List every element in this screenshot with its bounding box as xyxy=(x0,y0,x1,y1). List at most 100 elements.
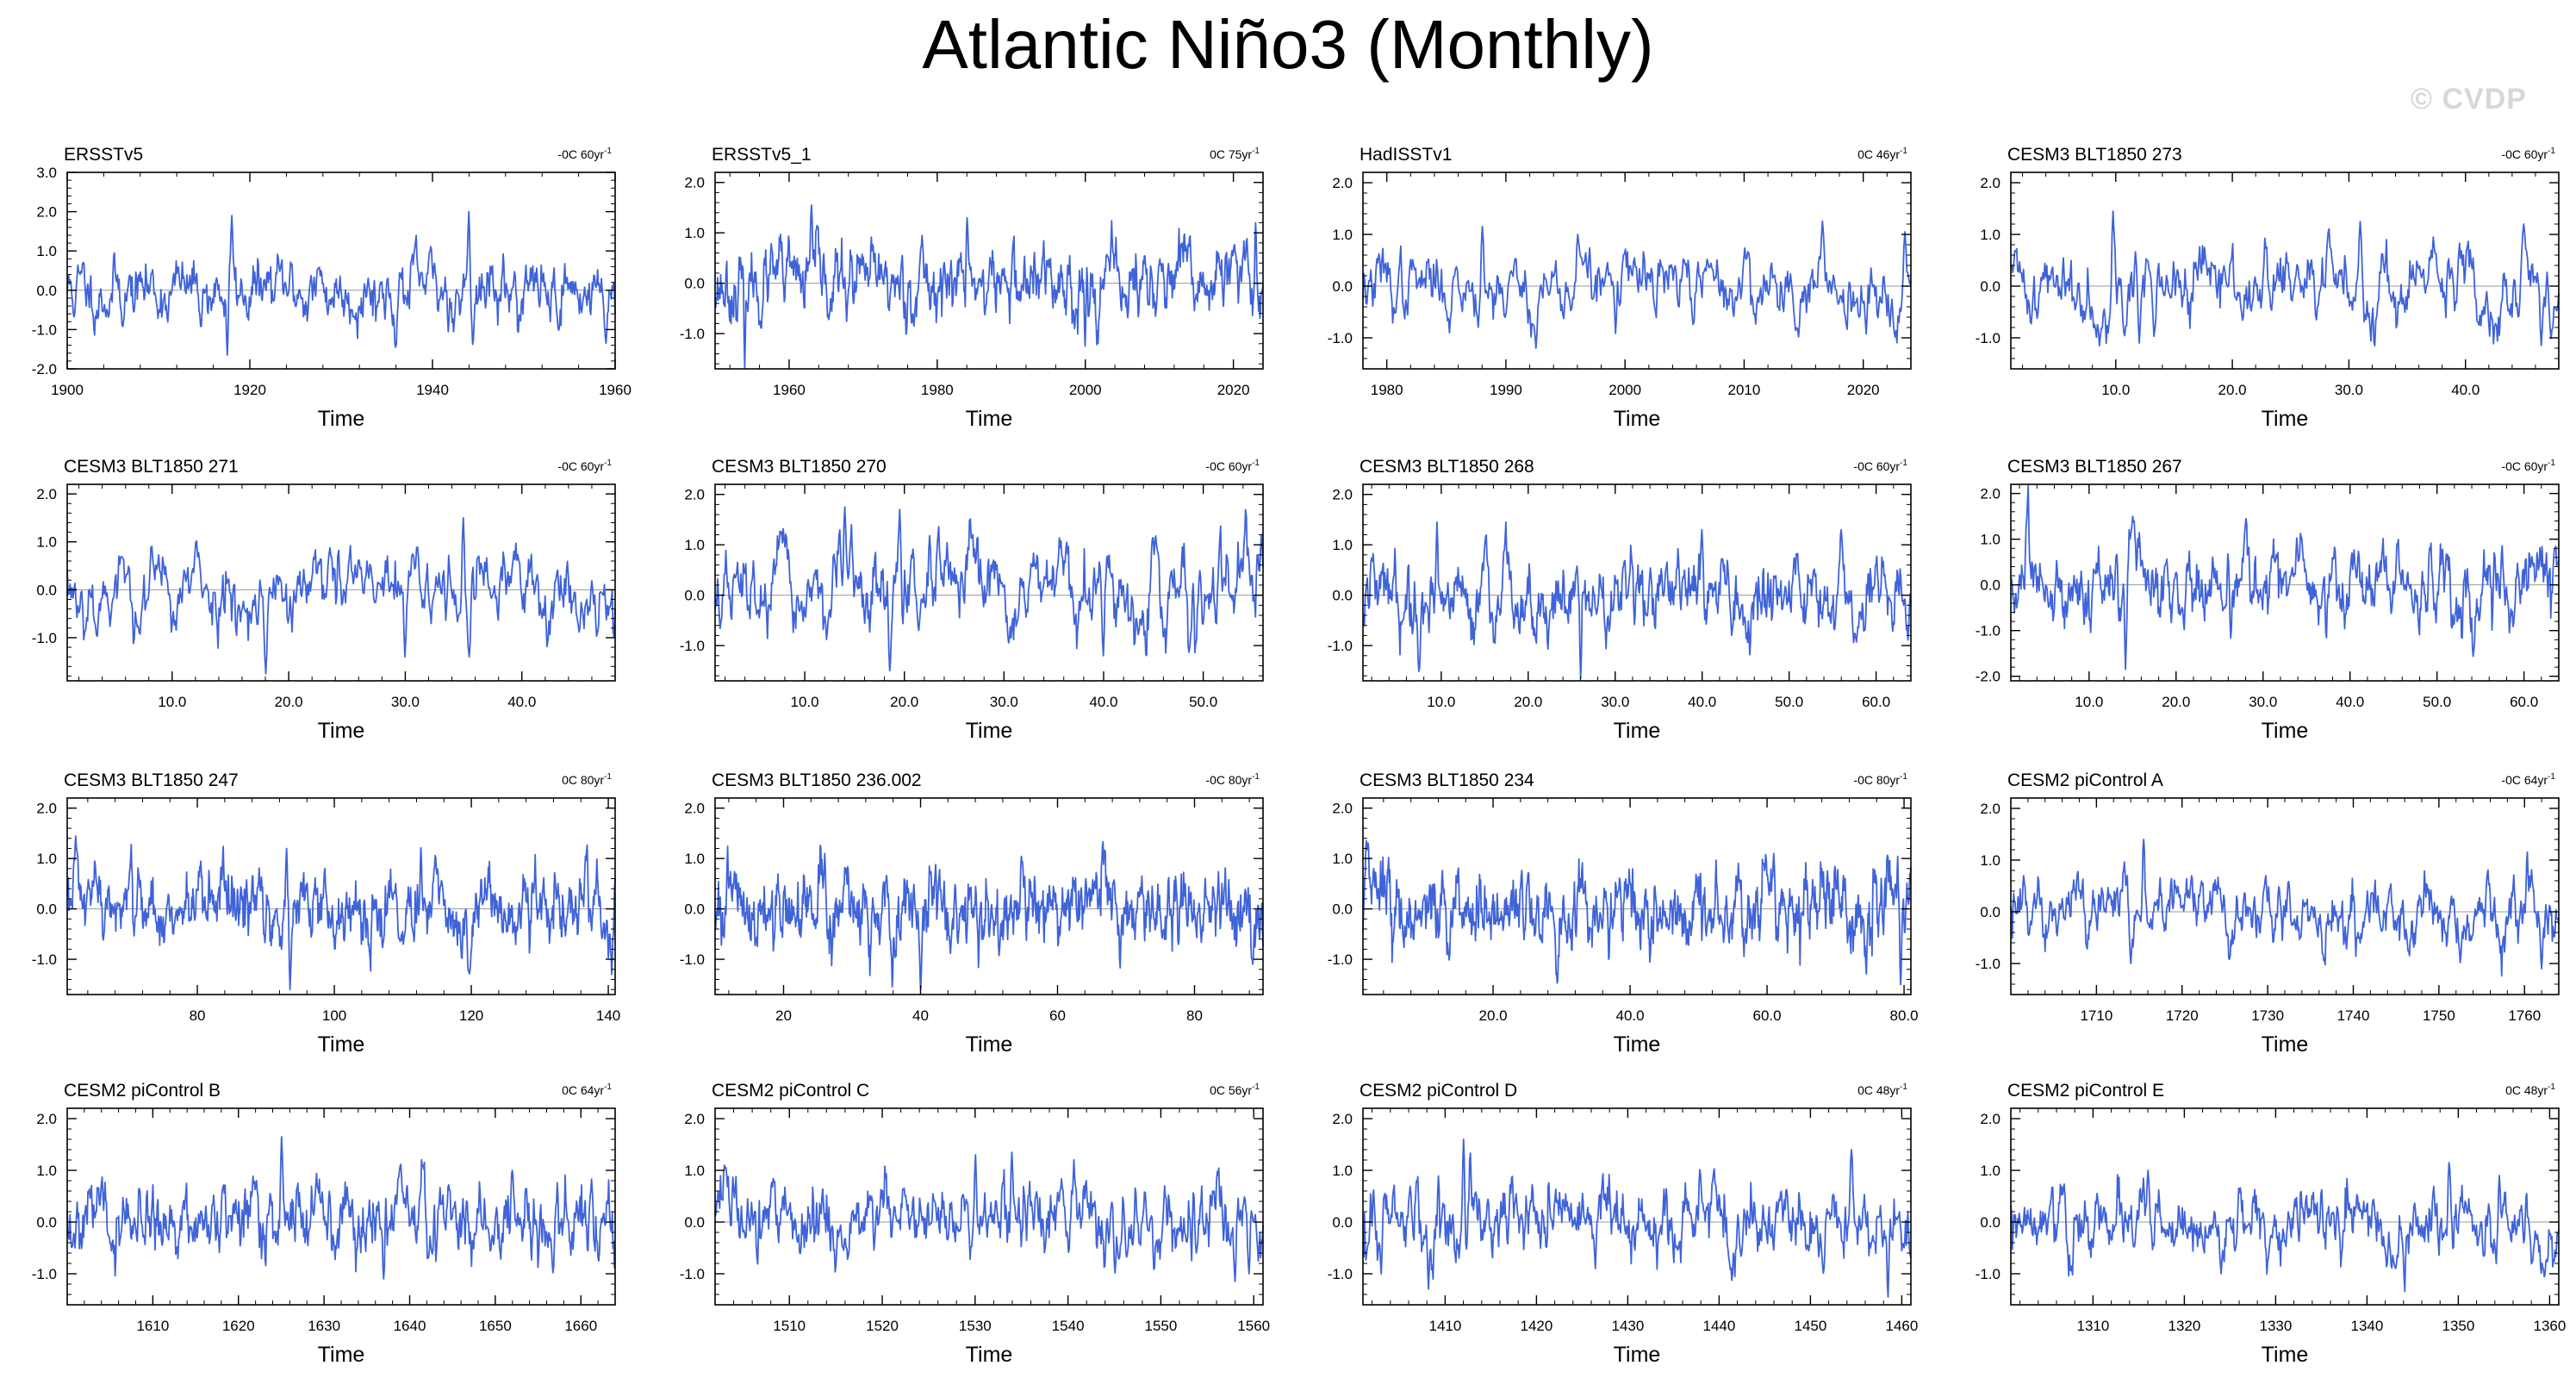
series-line xyxy=(714,1151,1264,1282)
x-tick-label: 80.0 xyxy=(1890,1007,1919,1024)
series-line xyxy=(1362,220,1912,349)
y-tick-label: 1.0 xyxy=(36,851,57,867)
x-tick-label: 1990 xyxy=(1490,382,1522,398)
x-tick-label: 1960 xyxy=(599,382,632,398)
y-tick-label: 0.0 xyxy=(36,582,57,598)
x-tick-label: 60.0 xyxy=(1753,1007,1782,1024)
series-line xyxy=(66,517,616,675)
trend-label: 0C 56yr-1 xyxy=(1210,1082,1260,1097)
y-tick-label: 0.0 xyxy=(1980,577,2000,594)
x-tick-label: 1710 xyxy=(2080,1007,2112,1024)
y-tick-label: -1.0 xyxy=(32,1266,57,1282)
panel-13: CESM2 piControl B 0C 64yr-1 1610 1620 1630 16… xyxy=(32,1081,616,1367)
panel-8: CESM3 BLT1850 267 -0C 60yr-1 10.0 20.0 30.0 4… xyxy=(1976,457,2560,743)
trend-label: -0C 64yr-1 xyxy=(2501,772,2555,787)
y-tick-label: -1.0 xyxy=(1976,1266,2000,1282)
y-tick-label: -1.0 xyxy=(680,638,705,654)
trend-label: -0C 60yr-1 xyxy=(557,458,612,473)
x-tick-label: 20.0 xyxy=(2162,694,2190,710)
x-axis-label: Time xyxy=(966,407,1013,431)
series-line xyxy=(1362,1138,1912,1298)
x-tick-label: 1920 xyxy=(233,382,266,398)
y-tick-label: -1.0 xyxy=(1328,951,1353,968)
x-tick-label: 20.0 xyxy=(1514,694,1542,710)
y-tick-label: -1.0 xyxy=(1976,623,2000,639)
x-tick-label: 1900 xyxy=(51,382,84,398)
y-tick-label: -1.0 xyxy=(32,630,57,646)
x-tick-label: 40.0 xyxy=(2336,694,2364,710)
panel-9: CESM3 BLT1850 247 0C 80yr-1 80 100 120 140 -1.… xyxy=(32,770,621,1057)
y-tick-label: 2.0 xyxy=(684,801,705,817)
x-axis-label: Time xyxy=(2262,719,2309,743)
y-tick-label: 1.0 xyxy=(684,851,705,867)
series-line xyxy=(2010,484,2560,670)
trend-label: 0C 75yr-1 xyxy=(1210,147,1260,161)
y-tick-label: -1.0 xyxy=(1328,1266,1353,1282)
x-tick-label: 40.0 xyxy=(1616,1007,1645,1024)
series-line xyxy=(714,840,1264,991)
y-tick-label: 1.0 xyxy=(36,243,57,259)
panel-title: CESM3 BLT1850 236.002 xyxy=(712,770,922,790)
panel-7: CESM3 BLT1850 268 -0C 60yr-1 10.0 20.0 30.0 4… xyxy=(1328,457,1912,743)
x-tick-label: 50.0 xyxy=(2423,694,2451,710)
plot-frame xyxy=(66,483,616,682)
y-tick-label: 0.0 xyxy=(1332,278,1353,295)
x-tick-label: 1730 xyxy=(2251,1007,2284,1024)
x-tick-label: 40.0 xyxy=(507,694,536,710)
x-tick-label: 30.0 xyxy=(1601,694,1629,710)
x-tick-label: 1460 xyxy=(1885,1318,1918,1334)
x-tick-label: 1350 xyxy=(2442,1318,2474,1334)
x-axis-label: Time xyxy=(966,719,1013,743)
series-line xyxy=(2010,839,2560,977)
series-line xyxy=(2010,210,2560,347)
trend-label: -0C 80yr-1 xyxy=(1853,772,1907,787)
x-tick-label: 20 xyxy=(775,1007,792,1024)
trend-label: -0C 60yr-1 xyxy=(1205,458,1260,473)
y-tick-label: 1.0 xyxy=(1332,537,1353,553)
trend-label: -0C 60yr-1 xyxy=(557,147,612,161)
x-tick-label: 1510 xyxy=(773,1318,806,1334)
trend-label: 0C 48yr-1 xyxy=(1857,1082,1907,1097)
y-tick-label: 1.0 xyxy=(684,225,705,241)
x-tick-label: 1320 xyxy=(2168,1318,2200,1334)
y-tick-label: 1.0 xyxy=(1332,851,1353,867)
y-tick-label: -1.0 xyxy=(1328,638,1353,654)
series-line xyxy=(66,210,616,356)
x-axis-label: Time xyxy=(1614,1343,1661,1367)
y-tick-label: 1.0 xyxy=(1980,1163,2000,1179)
x-tick-label: 2000 xyxy=(1608,382,1641,398)
x-tick-label: 1340 xyxy=(2350,1318,2383,1334)
trend-label: 0C 48yr-1 xyxy=(2505,1082,2555,1097)
y-tick-label: 2.0 xyxy=(684,487,705,503)
x-tick-label: 40.0 xyxy=(1688,694,1716,710)
panel-title: CESM2 piControl B xyxy=(64,1081,221,1101)
x-tick-label: 1530 xyxy=(959,1318,992,1334)
x-tick-label: 10.0 xyxy=(158,694,186,710)
y-tick-label: -1.0 xyxy=(680,326,705,342)
x-tick-label: 10.0 xyxy=(2075,694,2103,710)
panel-title: CESM3 BLT1850 247 xyxy=(64,770,239,790)
x-axis-label: Time xyxy=(2262,1032,2309,1057)
y-tick-label: 0.0 xyxy=(1980,278,2000,295)
trend-label: -0C 60yr-1 xyxy=(2501,458,2555,473)
panel-title: CESM3 BLT1850 273 xyxy=(2007,145,2182,165)
panel-14: CESM2 piControl C 0C 56yr-1 1510 1520 1530 15… xyxy=(680,1081,1270,1367)
panel-title: ERSSTv5_1 xyxy=(712,145,812,165)
panel-title: CESM3 BLT1850 234 xyxy=(1360,770,1534,790)
x-axis-label: Time xyxy=(318,1032,365,1057)
x-tick-label: 1630 xyxy=(308,1318,340,1334)
y-tick-label: 3.0 xyxy=(36,165,57,181)
x-tick-label: 80 xyxy=(1186,1007,1203,1024)
x-axis-label: Time xyxy=(966,1343,1013,1367)
x-tick-label: 1560 xyxy=(1237,1318,1270,1334)
x-tick-label: 120 xyxy=(459,1007,483,1024)
panel-title: CESM3 BLT1850 271 xyxy=(64,457,239,477)
x-tick-label: 1410 xyxy=(1428,1318,1461,1334)
y-tick-label: 0.0 xyxy=(684,901,705,918)
y-tick-label: 0.0 xyxy=(36,1214,57,1231)
x-axis-label: Time xyxy=(1614,719,1661,743)
y-tick-label: 2.0 xyxy=(684,1111,705,1127)
panel-2: ERSSTv5_1 0C 75yr-1 1960 1980 2000 2020 -1.0 0.… xyxy=(680,145,1264,431)
plot-frame xyxy=(2010,172,2560,370)
